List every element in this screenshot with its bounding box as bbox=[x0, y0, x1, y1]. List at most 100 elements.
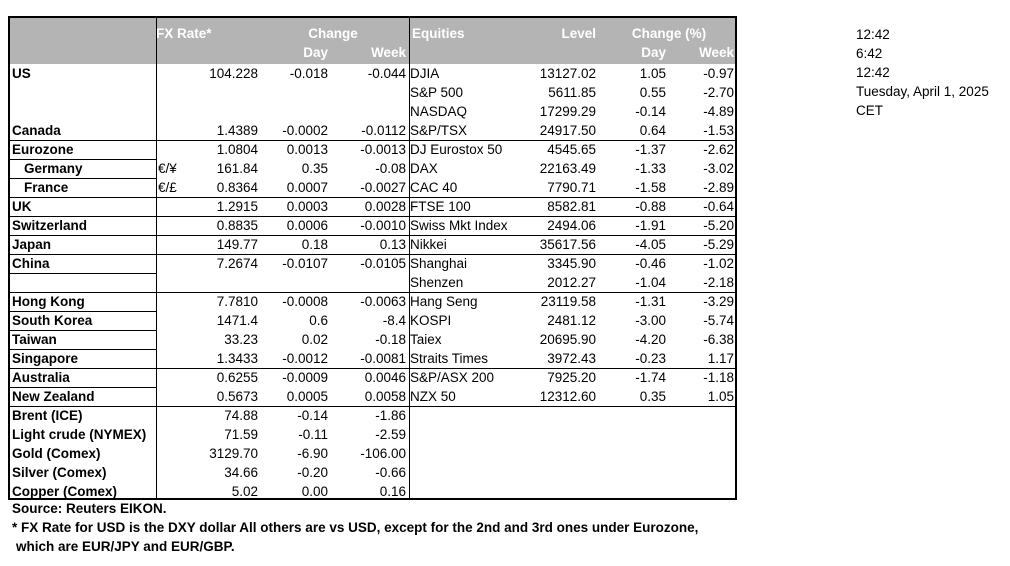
equity-level: 22163.49 bbox=[539, 161, 596, 176]
country-label: US bbox=[12, 66, 31, 81]
equity-change-day: -1.31 bbox=[635, 294, 666, 309]
currency-pair: €/£ bbox=[158, 180, 177, 195]
equity-change-day bbox=[600, 406, 666, 425]
fx-rate: 74.88 bbox=[224, 408, 258, 423]
fx-change-week: -0.0081 bbox=[360, 351, 406, 366]
equity-change-day: -0.88 bbox=[635, 199, 666, 214]
country-label: Germany bbox=[24, 161, 83, 176]
header-change: Change bbox=[308, 26, 358, 41]
row-divider bbox=[10, 292, 735, 293]
equity-level bbox=[510, 463, 596, 482]
fx-change-day: 0.0007 bbox=[286, 180, 328, 195]
row-divider bbox=[10, 159, 156, 160]
row-divider bbox=[10, 368, 735, 369]
market-table: FX Rate* Change Day Week Equities Level … bbox=[8, 16, 737, 500]
country-label: Gold (Comex) bbox=[12, 446, 101, 461]
equity-change-week: -1.02 bbox=[703, 256, 734, 271]
country-label: Eurozone bbox=[12, 142, 74, 157]
header-fx-rate: FX Rate* bbox=[156, 26, 212, 41]
fx-change-day: 0.00 bbox=[301, 484, 328, 499]
row-divider bbox=[10, 349, 156, 350]
row-divider bbox=[10, 311, 156, 312]
equity-level: 2494.06 bbox=[547, 218, 596, 233]
fx-change-day: -0.0008 bbox=[282, 294, 328, 309]
fx-change-week bbox=[330, 273, 406, 292]
row-divider bbox=[10, 235, 156, 236]
fx-change-day: -0.0107 bbox=[282, 256, 328, 271]
fx-change-day bbox=[250, 102, 328, 121]
country-label: Australia bbox=[12, 370, 70, 385]
fx-rate: 0.8364 bbox=[216, 180, 258, 195]
date-label: Tuesday, April 1, 2025 bbox=[856, 84, 989, 99]
country-label: Switzerland bbox=[12, 218, 88, 233]
row-divider bbox=[10, 387, 156, 388]
fx-rate: 7.2674 bbox=[216, 256, 258, 271]
fx-change-week: 0.0046 bbox=[364, 370, 406, 385]
equity-change-day: -0.23 bbox=[635, 351, 666, 366]
equity-change-week: -2.18 bbox=[703, 275, 734, 290]
equity-level: 8582.81 bbox=[547, 199, 596, 214]
country-label: Taiwan bbox=[12, 332, 57, 347]
fx-change-day: 0.0003 bbox=[286, 199, 328, 214]
equity-index: NASDAQ bbox=[410, 104, 468, 119]
equity-index: FTSE 100 bbox=[410, 199, 471, 214]
row-divider bbox=[10, 254, 735, 255]
fx-change-day: -0.11 bbox=[298, 427, 328, 442]
equity-change-day bbox=[600, 463, 666, 482]
equity-change-day: -1.74 bbox=[635, 370, 666, 385]
equity-change-day: -1.37 bbox=[635, 142, 666, 157]
equity-change-day bbox=[600, 482, 666, 501]
equity-index: S&P/ASX 200 bbox=[410, 370, 495, 385]
country-label: UK bbox=[12, 199, 32, 214]
equity-change-week: 1.17 bbox=[707, 351, 734, 366]
row-divider bbox=[10, 216, 156, 217]
equity-index: KOSPI bbox=[410, 313, 452, 328]
fx-change-day: 0.6 bbox=[309, 313, 328, 328]
equity-change-day: -1.33 bbox=[635, 161, 666, 176]
equity-level: 35617.56 bbox=[539, 237, 596, 252]
equity-change-day: -1.91 bbox=[635, 218, 666, 233]
equity-change-day: -4.20 bbox=[635, 332, 666, 347]
equity-change-week: -1.18 bbox=[703, 370, 734, 385]
country-label: Japan bbox=[12, 237, 52, 252]
country-label: Silver (Comex) bbox=[12, 465, 107, 480]
equity-change-week: -4.89 bbox=[703, 104, 734, 119]
equity-level: 4545.65 bbox=[547, 142, 596, 157]
fx-change-day: -0.0012 bbox=[282, 351, 328, 366]
fx-change-week: -0.08 bbox=[375, 161, 406, 176]
country-label: New Zealand bbox=[12, 389, 95, 404]
time-ny: 6:42 bbox=[856, 46, 883, 61]
fx-change-week bbox=[330, 102, 406, 121]
equity-change-day: -1.58 bbox=[635, 180, 666, 195]
row-divider bbox=[156, 235, 735, 236]
fx-change-day: -0.14 bbox=[297, 408, 328, 423]
fx-rate: 1.3433 bbox=[216, 351, 258, 366]
footnote-line-1: * FX Rate for USD is the DXY dollar All … bbox=[12, 520, 699, 535]
country-label: Brent (ICE) bbox=[12, 408, 83, 423]
source-note: Source: Reuters EIKON. bbox=[12, 501, 167, 516]
header-week: Week bbox=[370, 45, 406, 60]
fx-rate: 0.5673 bbox=[216, 389, 258, 404]
footnote-line-2: which are EUR/JPY and EUR/GBP. bbox=[16, 539, 235, 554]
country-label bbox=[12, 102, 162, 121]
currency-pair: €/¥ bbox=[158, 161, 177, 176]
country-label bbox=[12, 83, 162, 102]
header-day-pct: Day bbox=[641, 45, 666, 60]
fx-change-week: -0.0112 bbox=[361, 123, 406, 138]
equity-level: 3345.90 bbox=[547, 256, 596, 271]
country-label: China bbox=[12, 256, 50, 271]
fx-rate: 1471.4 bbox=[216, 313, 258, 328]
equity-change-day: -0.14 bbox=[635, 104, 666, 119]
fx-rate: 71.59 bbox=[224, 427, 258, 442]
timezone-label: CET bbox=[856, 103, 883, 118]
equity-index: Shanghai bbox=[410, 256, 468, 271]
time-europe: 12:42 bbox=[856, 65, 890, 80]
equity-level: 12312.60 bbox=[539, 389, 596, 404]
equity-change-week: -2.62 bbox=[703, 142, 734, 157]
fx-rate: 1.2915 bbox=[216, 199, 258, 214]
fx-change-week: 0.13 bbox=[379, 237, 406, 252]
equity-index: Swiss Mkt Index bbox=[410, 218, 508, 233]
equity-change-week: 1.05 bbox=[707, 389, 734, 404]
equity-change-week: -3.29 bbox=[703, 294, 734, 309]
equity-change-week bbox=[670, 425, 734, 444]
